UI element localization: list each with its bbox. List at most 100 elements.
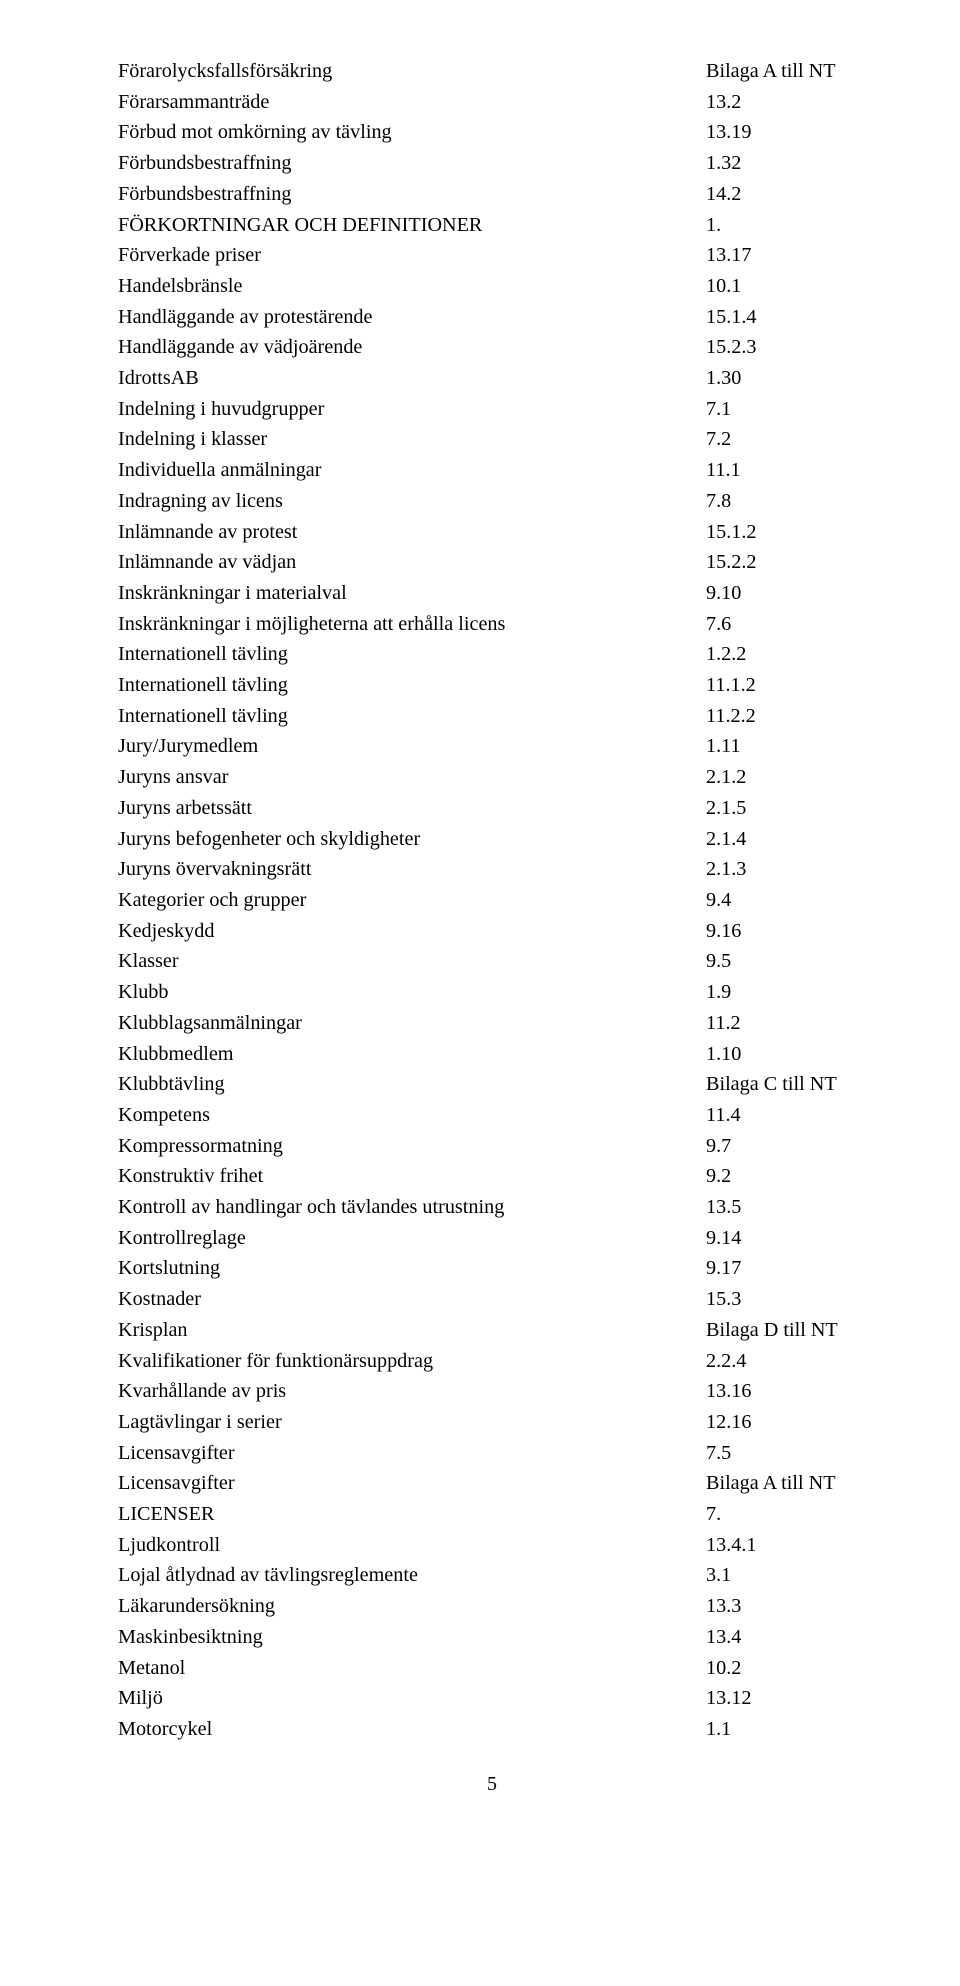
index-term: Förbundsbestraffning bbox=[118, 179, 706, 210]
index-value: 9.4 bbox=[706, 885, 866, 916]
index-term: Internationell tävling bbox=[118, 639, 706, 670]
index-row: FÖRKORTNINGAR OCH DEFINITIONER1. bbox=[118, 210, 866, 241]
index-row: Ljudkontroll13.4.1 bbox=[118, 1530, 866, 1561]
index-row: Licensavgifter7.5 bbox=[118, 1438, 866, 1469]
index-term: Handläggande av vädjoärende bbox=[118, 332, 706, 363]
index-value: 13.5 bbox=[706, 1192, 866, 1223]
index-value: 13.3 bbox=[706, 1591, 866, 1622]
index-value: 11.1.2 bbox=[706, 670, 866, 701]
index-term: FÖRKORTNINGAR OCH DEFINITIONER bbox=[118, 210, 706, 241]
index-row: IdrottsAB1.30 bbox=[118, 363, 866, 394]
index-term: Internationell tävling bbox=[118, 701, 706, 732]
index-value: 11.4 bbox=[706, 1100, 866, 1131]
index-row: Klubbmedlem1.10 bbox=[118, 1039, 866, 1070]
index-row: Lagtävlingar i serier12.16 bbox=[118, 1407, 866, 1438]
index-row: Motorcykel1.1 bbox=[118, 1714, 866, 1745]
index-value: Bilaga C till NT bbox=[706, 1069, 866, 1100]
index-value: 15.1.4 bbox=[706, 302, 866, 333]
index-row: Lojal åtlydnad av tävlingsreglemente3.1 bbox=[118, 1560, 866, 1591]
index-value: 15.2.3 bbox=[706, 332, 866, 363]
index-term: Kontrollreglage bbox=[118, 1223, 706, 1254]
index-term: Licensavgifter bbox=[118, 1438, 706, 1469]
index-term: Kategorier och grupper bbox=[118, 885, 706, 916]
index-term: Handläggande av protestärende bbox=[118, 302, 706, 333]
index-term: Kedjeskydd bbox=[118, 916, 706, 947]
index-term: Kontroll av handlingar och tävlandes utr… bbox=[118, 1192, 706, 1223]
index-term: Förarsammanträde bbox=[118, 87, 706, 118]
index-row: Förverkade priser13.17 bbox=[118, 240, 866, 271]
index-row: Maskinbesiktning13.4 bbox=[118, 1622, 866, 1653]
index-value: 10.1 bbox=[706, 271, 866, 302]
index-value: 9.10 bbox=[706, 578, 866, 609]
index-row: Kedjeskydd9.16 bbox=[118, 916, 866, 947]
index-row: Inlämnande av vädjan15.2.2 bbox=[118, 547, 866, 578]
index-value: 13.4.1 bbox=[706, 1530, 866, 1561]
index-row: Kontrollreglage9.14 bbox=[118, 1223, 866, 1254]
index-term: Läkarundersökning bbox=[118, 1591, 706, 1622]
index-value: 11.1 bbox=[706, 455, 866, 486]
index-value: 9.16 bbox=[706, 916, 866, 947]
index-value: 13.19 bbox=[706, 117, 866, 148]
index-value: 13.2 bbox=[706, 87, 866, 118]
index-list: FörarolycksfallsförsäkringBilaga A till … bbox=[118, 56, 866, 1745]
index-row: Kontroll av handlingar och tävlandes utr… bbox=[118, 1192, 866, 1223]
index-value: 1. bbox=[706, 210, 866, 241]
index-term: Förbud mot omkörning av tävling bbox=[118, 117, 706, 148]
index-value: 1.11 bbox=[706, 731, 866, 762]
index-row: LicensavgifterBilaga A till NT bbox=[118, 1468, 866, 1499]
index-value: 7. bbox=[706, 1499, 866, 1530]
index-term: Inlämnande av vädjan bbox=[118, 547, 706, 578]
index-row: Kompressormatning9.7 bbox=[118, 1131, 866, 1162]
index-term: Lojal åtlydnad av tävlingsreglemente bbox=[118, 1560, 706, 1591]
index-row: Förbud mot omkörning av tävling13.19 bbox=[118, 117, 866, 148]
index-row: Klubblagsanmälningar11.2 bbox=[118, 1008, 866, 1039]
index-row: Indragning av licens7.8 bbox=[118, 486, 866, 517]
index-term: Jury/Jurymedlem bbox=[118, 731, 706, 762]
index-term: Krisplan bbox=[118, 1315, 706, 1346]
index-row: Kvarhållande av pris13.16 bbox=[118, 1376, 866, 1407]
index-term: Kostnader bbox=[118, 1284, 706, 1315]
index-term: Kompetens bbox=[118, 1100, 706, 1131]
index-row: Kvalifikationer för funktionärsuppdrag2.… bbox=[118, 1346, 866, 1377]
index-value: 2.1.2 bbox=[706, 762, 866, 793]
index-term: Konstruktiv frihet bbox=[118, 1161, 706, 1192]
index-value: 9.14 bbox=[706, 1223, 866, 1254]
index-row: Kostnader15.3 bbox=[118, 1284, 866, 1315]
index-value: 9.2 bbox=[706, 1161, 866, 1192]
index-value: 7.1 bbox=[706, 394, 866, 425]
index-value: 10.2 bbox=[706, 1653, 866, 1684]
index-value: 15.1.2 bbox=[706, 517, 866, 548]
index-term: Lagtävlingar i serier bbox=[118, 1407, 706, 1438]
index-term: Juryns ansvar bbox=[118, 762, 706, 793]
index-value: 2.1.5 bbox=[706, 793, 866, 824]
index-term: Indelning i huvudgrupper bbox=[118, 394, 706, 425]
index-value: 13.12 bbox=[706, 1683, 866, 1714]
index-value: 7.6 bbox=[706, 609, 866, 640]
index-row: Handelsbränsle10.1 bbox=[118, 271, 866, 302]
index-term: Förverkade priser bbox=[118, 240, 706, 271]
index-row: LICENSER7. bbox=[118, 1499, 866, 1530]
index-row: Individuella anmälningar11.1 bbox=[118, 455, 866, 486]
index-value: 15.2.2 bbox=[706, 547, 866, 578]
index-row: Juryns arbetssätt2.1.5 bbox=[118, 793, 866, 824]
index-row: Förarsammanträde13.2 bbox=[118, 87, 866, 118]
index-value: 15.3 bbox=[706, 1284, 866, 1315]
index-value: 13.16 bbox=[706, 1376, 866, 1407]
index-term: Motorcykel bbox=[118, 1714, 706, 1745]
index-row: Kompetens11.4 bbox=[118, 1100, 866, 1131]
index-value: 2.1.4 bbox=[706, 824, 866, 855]
index-value: 13.17 bbox=[706, 240, 866, 271]
index-row: Internationell tävling1.2.2 bbox=[118, 639, 866, 670]
index-term: Förbundsbestraffning bbox=[118, 148, 706, 179]
index-term: Juryns övervakningsrätt bbox=[118, 854, 706, 885]
index-value: 11.2.2 bbox=[706, 701, 866, 732]
index-value: Bilaga D till NT bbox=[706, 1315, 866, 1346]
index-term: Inskränkningar i möjligheterna att erhål… bbox=[118, 609, 706, 640]
index-term: Indragning av licens bbox=[118, 486, 706, 517]
index-row: Internationell tävling11.2.2 bbox=[118, 701, 866, 732]
index-term: Ljudkontroll bbox=[118, 1530, 706, 1561]
index-term: Metanol bbox=[118, 1653, 706, 1684]
index-row: Förbundsbestraffning14.2 bbox=[118, 179, 866, 210]
index-term: Handelsbränsle bbox=[118, 271, 706, 302]
index-value: 1.10 bbox=[706, 1039, 866, 1070]
